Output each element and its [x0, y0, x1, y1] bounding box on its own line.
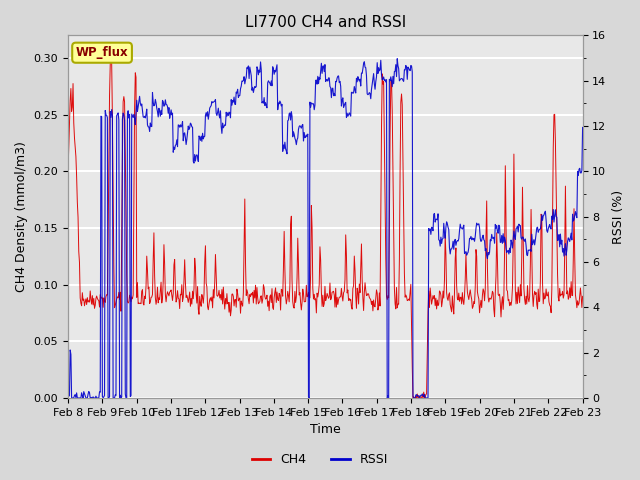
Text: WP_flux: WP_flux — [76, 46, 129, 59]
Y-axis label: RSSI (%): RSSI (%) — [612, 190, 625, 244]
X-axis label: Time: Time — [310, 423, 340, 436]
Y-axis label: CH4 Density (mmol/m3): CH4 Density (mmol/m3) — [15, 141, 28, 292]
Title: LI7700 CH4 and RSSI: LI7700 CH4 and RSSI — [244, 15, 406, 30]
Legend: CH4, RSSI: CH4, RSSI — [246, 448, 394, 471]
